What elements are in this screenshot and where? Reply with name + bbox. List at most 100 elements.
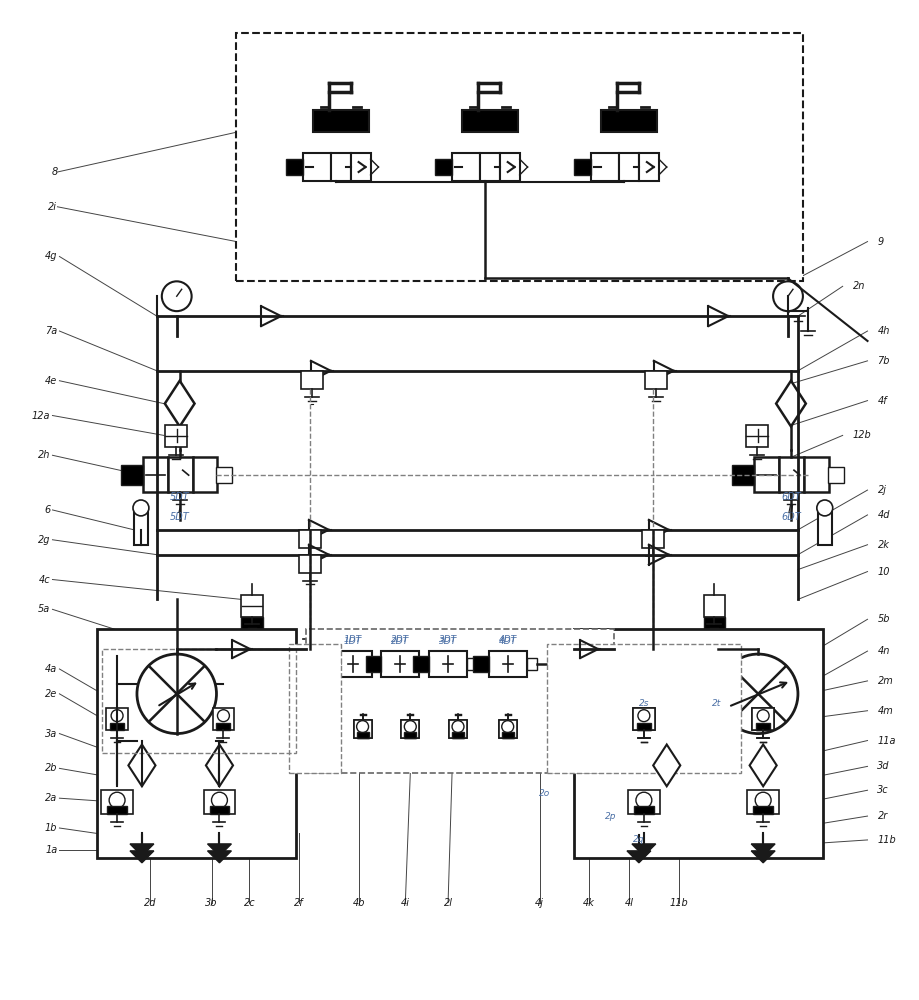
Circle shape	[404, 721, 416, 733]
Bar	[449, 720, 467, 738]
Bar	[242, 595, 263, 617]
Text: 2a: 2a	[45, 793, 58, 803]
Text: 4DT: 4DT	[499, 635, 516, 644]
Bar	[212, 708, 234, 730]
Bar	[732, 465, 754, 485]
Text: 11b: 11b	[878, 835, 896, 845]
Text: 11b: 11b	[669, 898, 688, 908]
Text: 10: 10	[878, 567, 890, 577]
Bar	[402, 720, 419, 738]
Text: 2r: 2r	[878, 811, 888, 821]
Bar	[143, 457, 168, 492]
Bar	[286, 159, 303, 175]
Bar	[449, 720, 467, 738]
Bar	[619, 153, 639, 181]
Bar	[637, 723, 651, 730]
Bar	[756, 723, 770, 730]
Bar	[354, 720, 371, 738]
Bar	[357, 732, 369, 738]
Text: 9: 9	[878, 237, 884, 247]
Bar	[818, 510, 832, 545]
Bar	[306, 629, 614, 773]
Bar	[289, 644, 341, 773]
Bar	[334, 651, 371, 677]
Bar	[628, 790, 660, 814]
Text: 4m: 4m	[878, 706, 893, 716]
Bar	[419, 658, 429, 670]
Text: 2DT: 2DT	[391, 635, 410, 644]
Text: 4g: 4g	[45, 251, 58, 261]
Text: 2i: 2i	[49, 202, 58, 212]
Polygon shape	[208, 844, 232, 856]
Bar	[299, 555, 321, 573]
Polygon shape	[751, 844, 775, 856]
Text: II: II	[788, 505, 794, 515]
Circle shape	[162, 281, 192, 311]
Bar	[371, 658, 381, 670]
Text: 2h: 2h	[38, 450, 51, 460]
Circle shape	[137, 654, 217, 734]
Bar	[645, 371, 667, 389]
Bar	[404, 732, 416, 738]
Bar	[746, 425, 768, 447]
Bar	[217, 467, 233, 483]
Circle shape	[502, 721, 514, 733]
Text: 5DT: 5DT	[170, 492, 189, 502]
Polygon shape	[208, 851, 232, 863]
Bar	[500, 153, 519, 181]
Text: 2g: 2g	[38, 535, 51, 545]
Bar	[381, 651, 419, 677]
Bar	[828, 467, 844, 483]
Bar	[351, 153, 370, 181]
Text: 6DT: 6DT	[781, 492, 800, 502]
Bar	[753, 708, 774, 730]
Polygon shape	[165, 381, 195, 426]
Polygon shape	[206, 745, 233, 786]
Bar	[502, 732, 514, 738]
Circle shape	[218, 710, 230, 722]
Circle shape	[757, 710, 769, 722]
Circle shape	[211, 792, 227, 808]
Text: 4h: 4h	[878, 326, 890, 336]
Bar	[591, 153, 619, 181]
Bar	[299, 530, 321, 548]
Circle shape	[638, 710, 650, 722]
Bar	[641, 530, 664, 548]
Text: 3d: 3d	[878, 761, 890, 771]
Bar	[357, 732, 369, 738]
Bar	[102, 649, 296, 753]
Bar	[502, 732, 514, 738]
Text: 5a: 5a	[39, 604, 51, 614]
Text: 4a: 4a	[45, 664, 58, 674]
Bar	[366, 656, 381, 672]
Circle shape	[502, 721, 514, 733]
Bar	[97, 629, 296, 858]
Bar	[633, 708, 655, 730]
Bar	[242, 617, 263, 629]
Polygon shape	[627, 851, 651, 863]
Bar	[548, 644, 742, 773]
Polygon shape	[632, 844, 656, 856]
Text: 4k: 4k	[584, 898, 596, 908]
Text: 2q: 2q	[633, 835, 644, 844]
Bar	[203, 790, 235, 814]
Text: 2c: 2c	[244, 898, 255, 908]
Bar	[134, 510, 148, 545]
Text: 11a: 11a	[878, 736, 896, 746]
Polygon shape	[750, 745, 777, 786]
Text: 1DT: 1DT	[344, 637, 362, 646]
Text: 3b: 3b	[205, 898, 218, 908]
Text: 6: 6	[44, 505, 51, 515]
Text: 1a: 1a	[45, 845, 58, 855]
Text: 12a: 12a	[32, 411, 51, 421]
Text: 2n: 2n	[853, 281, 865, 291]
Circle shape	[817, 500, 833, 516]
Text: 3DT: 3DT	[439, 635, 457, 644]
Text: 2t: 2t	[712, 699, 721, 708]
Bar	[217, 723, 231, 730]
Text: 3a: 3a	[45, 729, 58, 739]
Bar	[429, 651, 467, 677]
Text: 12b: 12b	[853, 430, 871, 440]
Circle shape	[719, 654, 798, 734]
Circle shape	[357, 721, 369, 733]
